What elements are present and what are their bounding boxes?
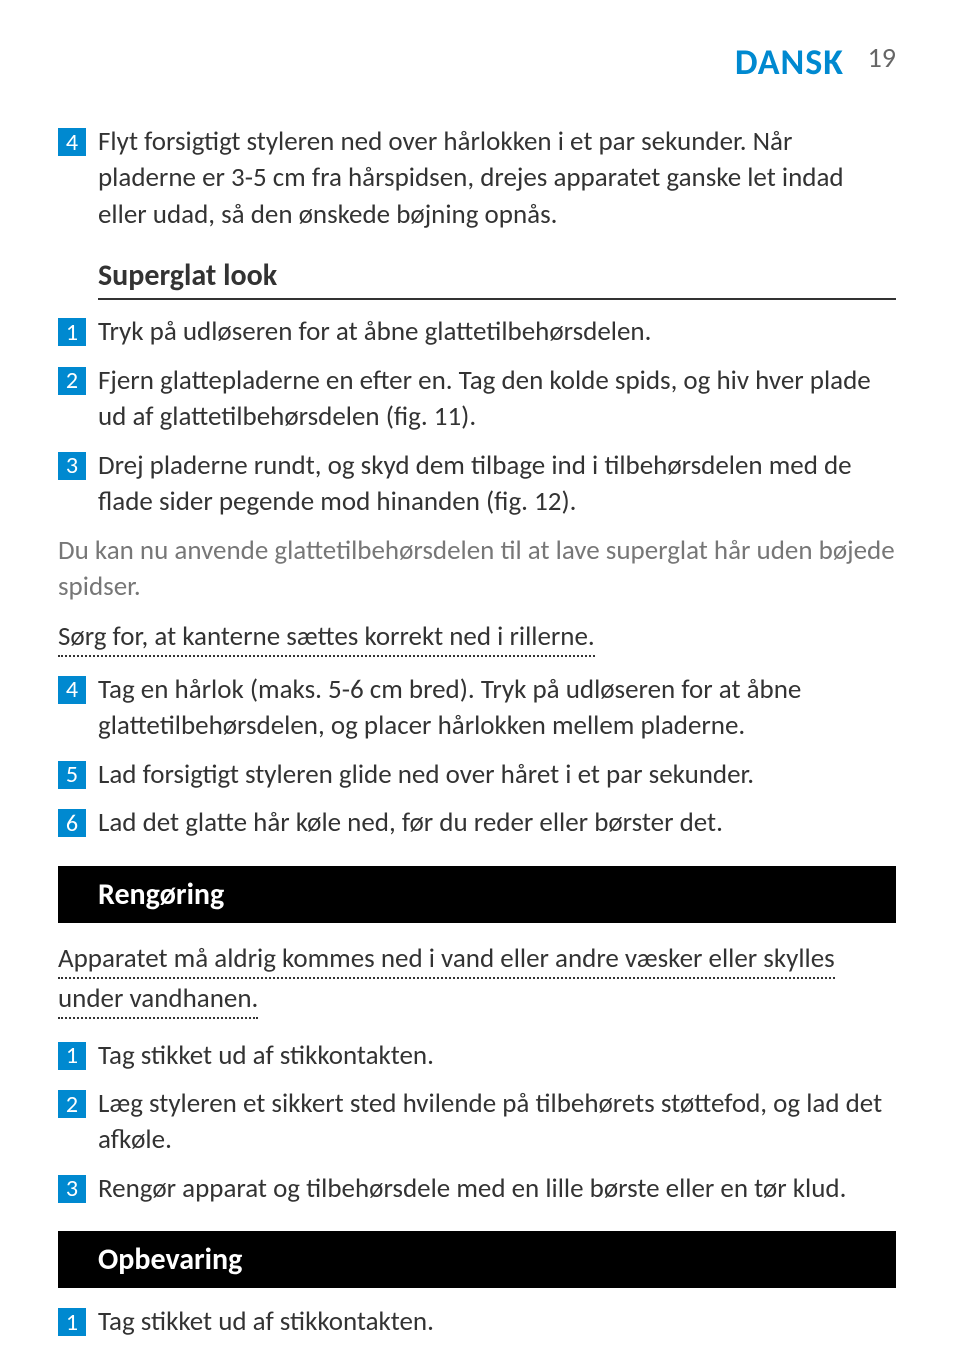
step-number-badge: 1 — [58, 1308, 86, 1336]
step-item: 4 Tag en hårlok (maks. 5-6 cm bred). Try… — [58, 672, 896, 745]
step-number-badge: 6 — [58, 809, 86, 837]
step-text: Drej pladerne rundt, og skyd dem tilbage… — [98, 448, 896, 521]
dotted-note-text: Sørg for, at kanterne sættes korrekt ned… — [58, 620, 595, 657]
step-item: 3 Rengør apparat og tilbehørsdele med en… — [58, 1171, 896, 1207]
step-number-badge: 2 — [58, 367, 86, 395]
step-text: Lad det glatte hår køle ned, før du rede… — [98, 805, 896, 841]
page-number: 19 — [868, 40, 896, 75]
section-header: Opbevaring — [58, 1231, 896, 1288]
step-text: Tag stikket ud af stikkontakten. — [98, 1038, 896, 1074]
note-text: Du kan nu anvende glattetilbehørsdelen t… — [58, 533, 896, 606]
page-header: DANSK 19 — [58, 40, 896, 84]
step-item: 2 Læg styleren et sikkert sted hvilende … — [58, 1086, 896, 1159]
step-item: 2 Fjern glattepladerne en efter en. Tag … — [58, 363, 896, 436]
step-number-badge: 4 — [58, 676, 86, 704]
step-number-badge: 2 — [58, 1090, 86, 1118]
step-item: 3 Drej pladerne rundt, og skyd dem tilba… — [58, 448, 896, 521]
step-number-badge: 5 — [58, 761, 86, 789]
step-text: Læg styleren et sikkert sted hvilende på… — [98, 1086, 896, 1159]
step-item: 4 Flyt forsigtigt styleren ned over hårl… — [58, 124, 896, 233]
section-header: Rengøring — [58, 866, 896, 923]
step-number-badge: 3 — [58, 1175, 86, 1203]
warning-text: Apparatet må aldrig kommes ned i vand el… — [58, 939, 896, 1020]
step-text: Flyt forsigtigt styleren ned over hårlok… — [98, 124, 896, 233]
step-item: 1 Tag stikket ud af stikkontakten. — [58, 1304, 896, 1340]
step-number-badge: 3 — [58, 452, 86, 480]
step-text: Lad forsigtigt styleren glide ned over h… — [98, 757, 896, 793]
step-text: Tryk på udløseren for at åbne glattetilb… — [98, 314, 896, 350]
step-text: Tag en hårlok (maks. 5-6 cm bred). Tryk … — [98, 672, 896, 745]
step-text: Tag stikket ud af stikkontakten. — [98, 1304, 896, 1340]
step-item: 5 Lad forsigtigt styleren glide ned over… — [58, 757, 896, 793]
step-number-badge: 1 — [58, 1042, 86, 1070]
language-label: DANSK — [735, 40, 844, 84]
dotted-note: Sørg for, at kanterne sættes korrekt ned… — [58, 619, 896, 655]
warning-text-content: Apparatet må aldrig kommes ned i vand el… — [58, 942, 835, 1020]
step-number-badge: 1 — [58, 318, 86, 346]
step-item: 6 Lad det glatte hår køle ned, før du re… — [58, 805, 896, 841]
step-item: 1 Tryk på udløseren for at åbne glatteti… — [58, 314, 896, 350]
step-item: 1 Tag stikket ud af stikkontakten. — [58, 1038, 896, 1074]
subsection-title: Superglat look — [98, 257, 896, 300]
step-text: Fjern glattepladerne en efter en. Tag de… — [98, 363, 896, 436]
step-text: Rengør apparat og tilbehørsdele med en l… — [98, 1171, 896, 1207]
step-number-badge: 4 — [58, 128, 86, 156]
